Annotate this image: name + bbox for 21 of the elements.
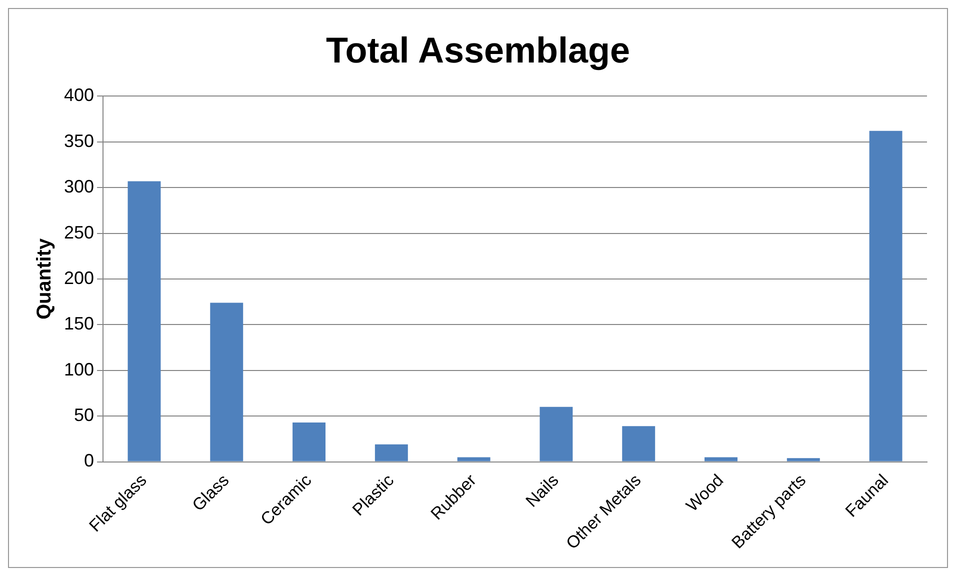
bar xyxy=(374,444,408,462)
y-tick-label: 300 xyxy=(64,176,94,197)
y-tick-label: 100 xyxy=(64,359,94,380)
bar xyxy=(622,426,656,462)
y-tick-label: 350 xyxy=(64,130,94,151)
y-tick-label: 0 xyxy=(84,450,94,471)
y-tick-label: 150 xyxy=(64,314,94,334)
bar xyxy=(292,422,326,462)
bar xyxy=(210,302,244,462)
bar xyxy=(540,406,573,462)
y-axis-title: Quantity xyxy=(34,238,56,320)
chart-title: Total Assemblage xyxy=(326,30,630,71)
y-tick-label: 400 xyxy=(64,85,94,106)
bar xyxy=(457,457,490,462)
y-tick-label: 250 xyxy=(64,222,94,242)
bar xyxy=(869,130,902,462)
bar xyxy=(128,181,161,462)
bar xyxy=(704,457,738,462)
y-tick-label: 50 xyxy=(74,405,94,426)
y-tick-label: 200 xyxy=(64,268,94,288)
bar xyxy=(786,458,820,462)
